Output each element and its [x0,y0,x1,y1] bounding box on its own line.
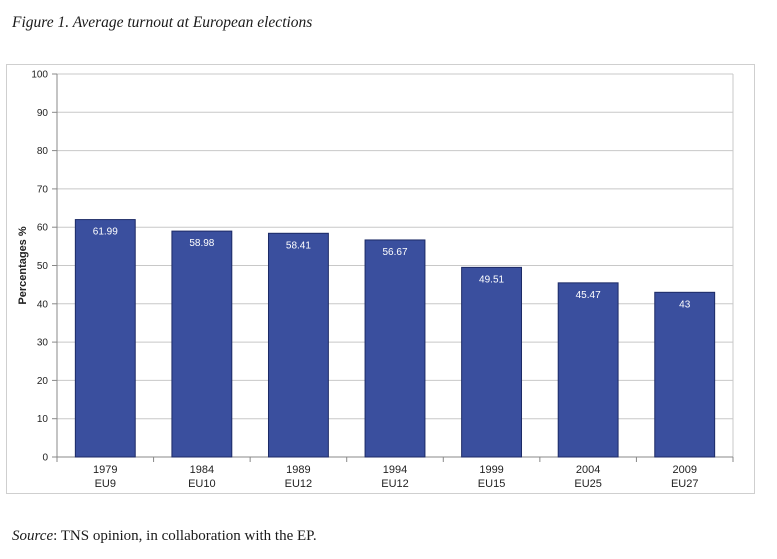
bars [74,219,716,458]
x-tick-label: EU27 [671,478,699,490]
gridlines [57,73,734,458]
bar [557,282,619,458]
y-tick-label: 40 [37,299,49,310]
y-tick-label: 80 [37,146,49,157]
y-tick-label: 60 [37,223,49,234]
bar-value-label: 61.99 [93,227,118,238]
bar [461,266,523,458]
y-tick-label: 50 [37,261,49,272]
x-tick-label: EU9 [95,478,116,490]
bar [74,219,136,458]
x-tick-label: 1989 [286,464,310,476]
y-axis-label: Percentages % [17,226,29,304]
bar-value-label: 45.47 [576,290,601,301]
x-tick-label: EU12 [285,478,313,490]
y-tick-label: 30 [37,338,49,349]
axes: 0 10 20 30 40 50 60 70 80 90 100 [31,70,734,464]
y-tick-label: 90 [37,108,49,119]
source-label: Source [12,528,54,544]
x-tick-label: 2004 [576,464,600,476]
labels: Percentages % 61.99 1979 EU9 58.98 1984 EU10 58… [17,226,698,490]
figure-title: Figure 1. Average turnout at European el… [12,14,313,31]
x-tick-label: 1994 [383,464,407,476]
bar [171,230,233,458]
x-tick-label: EU15 [478,478,506,490]
y-tick-label: 100 [31,70,48,81]
bar-value-label: 49.51 [479,274,504,285]
source-note: Source: TNS opinion, in collaboration wi… [12,528,317,545]
x-tick-label: EU25 [574,478,602,490]
x-tick-label: EU12 [381,478,409,490]
y-tick-label: 20 [37,376,49,387]
bar [364,239,426,458]
x-tick-label: 1984 [190,464,214,476]
x-tick-label: 1979 [93,464,117,476]
x-tick-label: EU10 [188,478,216,490]
source-text: : TNS opinion, in collaboration with the… [53,528,317,544]
x-tick-label: 2009 [672,464,696,476]
bar-value-label: 43 [679,299,691,310]
y-tick-label: 70 [37,184,49,195]
bar [654,291,716,458]
y-tick-label: 0 [42,453,48,464]
y-tick-label: 10 [37,414,49,425]
bar-value-label: 56.67 [382,247,407,258]
bar-value-label: 58.41 [286,240,311,251]
bar [267,232,329,458]
x-tick-label: 1999 [479,464,503,476]
bar-value-label: 58.98 [189,238,214,249]
